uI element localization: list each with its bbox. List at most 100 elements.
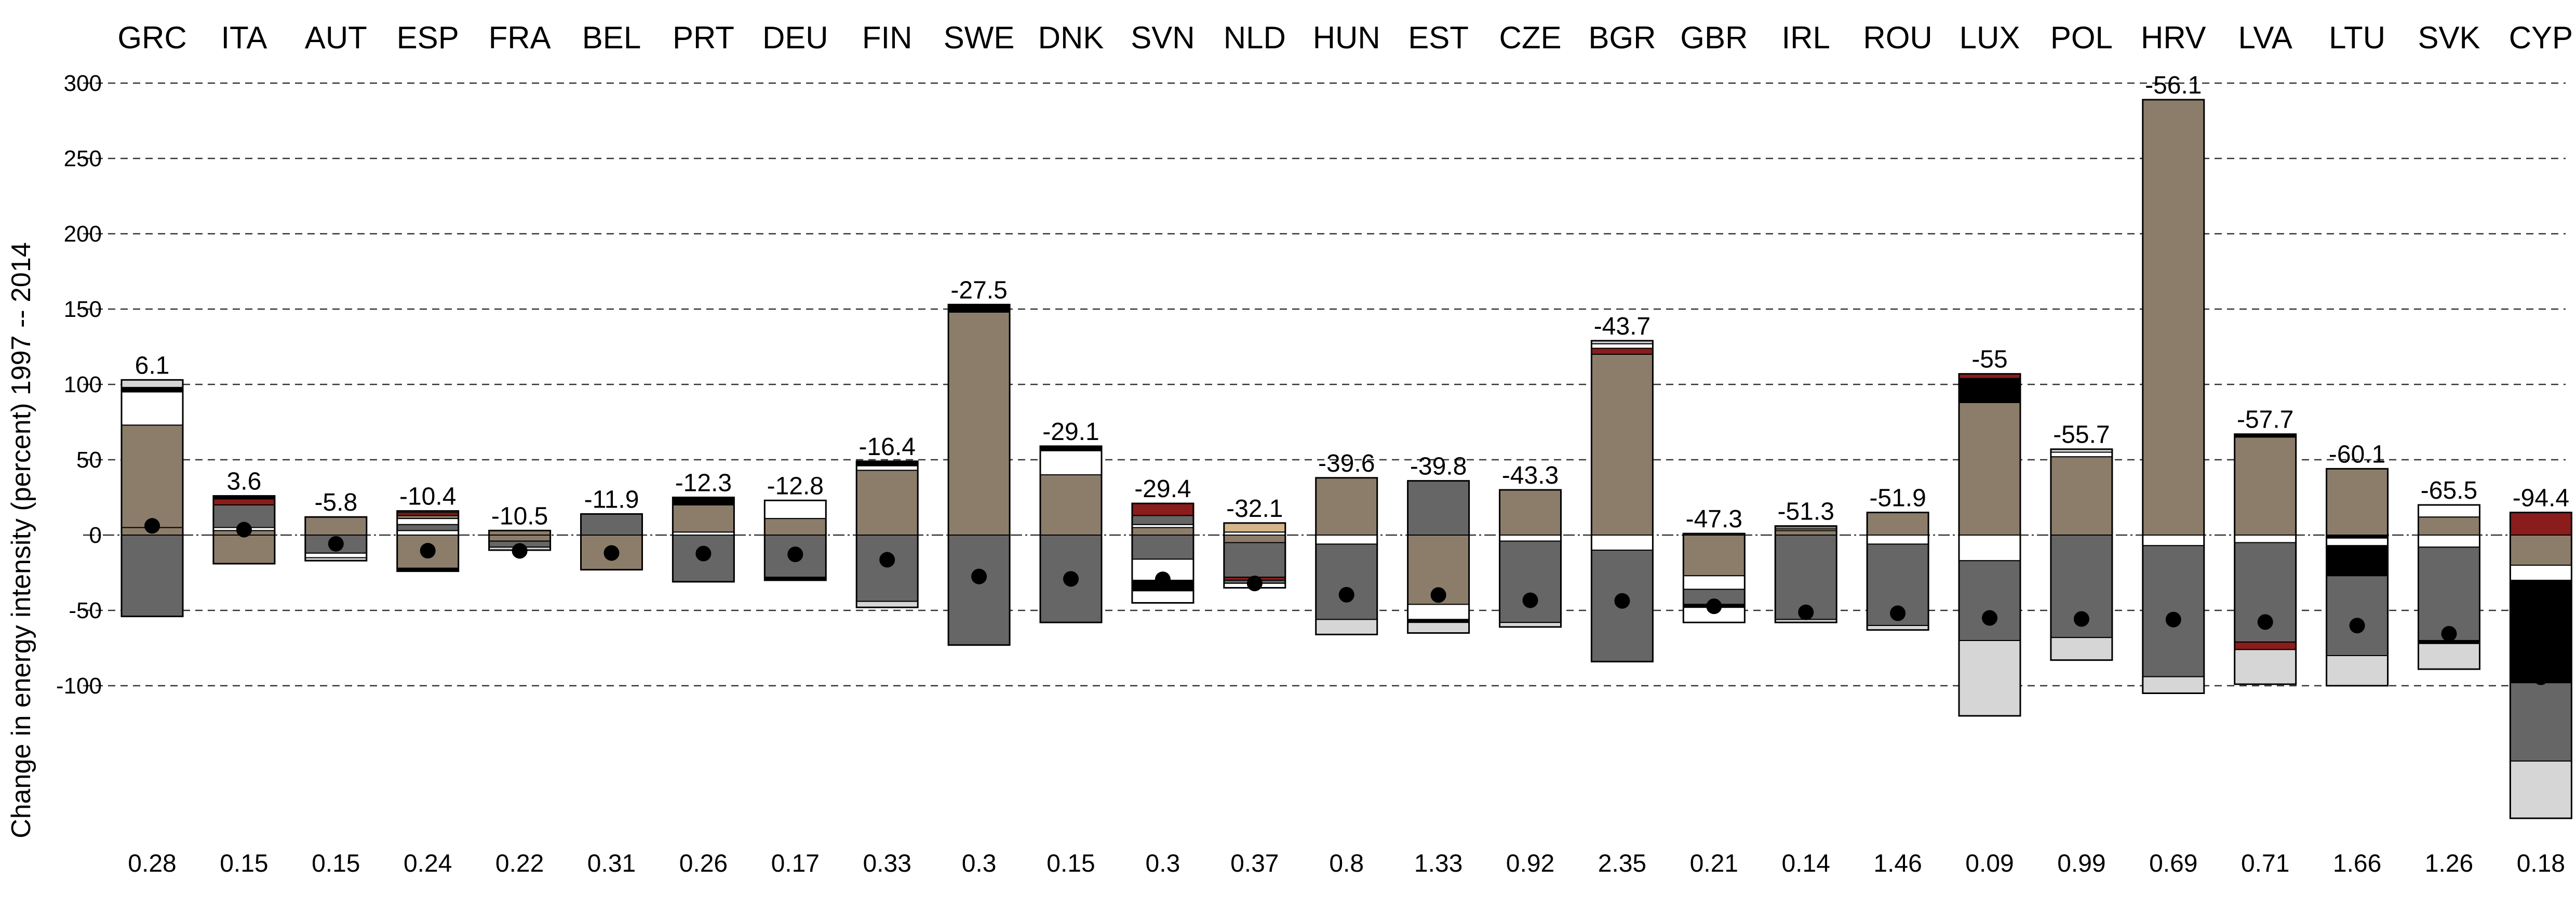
- bar-segment: [1040, 450, 1102, 475]
- bar-segment: [1591, 354, 1654, 536]
- bar-segment: [1591, 348, 1654, 355]
- bottom-value-label: 0.28: [128, 850, 176, 877]
- bar-segment: [764, 518, 827, 536]
- y-tick-label: 300: [64, 71, 102, 96]
- bar-segment: [121, 391, 183, 426]
- y-tick-label: -50: [69, 598, 102, 623]
- bar-PRT: -12.3: [672, 470, 735, 583]
- bar-outline: [304, 516, 368, 562]
- bar-EST: -39.8: [1407, 453, 1470, 634]
- total-label: -60.1: [2329, 441, 2385, 468]
- y-axis-label: Change in energy intensity (percent) 199…: [6, 242, 36, 838]
- bar-segment: [1040, 474, 1102, 536]
- bar-segment: [1223, 535, 1286, 543]
- bar-segment: [2418, 535, 2480, 548]
- category-labels: GRC 0.28 ITA 0.15 AUT 0.15 ESP 0.24 FRA 0.22 BEL 0.…: [117, 20, 2573, 877]
- bar-CYP: -94.4: [2509, 485, 2572, 819]
- bar-segment: [1223, 542, 1286, 578]
- bar-segment: [212, 498, 275, 506]
- bar-segment: [2510, 682, 2572, 762]
- bar-segment: [1591, 535, 1654, 551]
- bar-segment: [121, 535, 183, 617]
- country-label: FIN: [862, 20, 913, 55]
- bottom-value-label: 0.14: [1781, 850, 1830, 877]
- bar-segment: [2418, 516, 2480, 536]
- country-label: BGR: [1588, 20, 1656, 55]
- bar-segment: [1775, 530, 1837, 536]
- total-label: -32.1: [1226, 495, 1283, 523]
- bar-outline: [1499, 489, 1562, 628]
- bar-FIN: -16.4: [855, 433, 919, 608]
- country-label: HUN: [1313, 20, 1380, 55]
- bar-GRC: 6.1: [120, 352, 184, 618]
- total-marker: [1246, 576, 1263, 592]
- bar-DNK: -29.1: [1039, 418, 1103, 623]
- total-label: -51.3: [1777, 498, 1834, 526]
- bottom-value-label: 0.3: [1146, 850, 1180, 877]
- total-marker: [1982, 610, 1997, 626]
- bar-outline: [2418, 504, 2480, 670]
- bar-segment: [2142, 99, 2205, 536]
- bottom-value-label: 0.15: [312, 850, 360, 877]
- bar-segment: [2234, 649, 2297, 685]
- country-label: ITA: [221, 20, 267, 55]
- country-label: DEU: [762, 20, 828, 55]
- total-label: -12.3: [675, 470, 732, 497]
- bottom-value-label: 0.71: [2241, 850, 2289, 877]
- country-label: HRV: [2141, 20, 2206, 55]
- total-marker: [1614, 593, 1630, 609]
- bar-outline: [2326, 468, 2389, 687]
- country-label: LTU: [2329, 20, 2385, 55]
- bottom-value-label: 0.69: [2149, 850, 2197, 877]
- stacked-bars: 6.1 3.6 -5.8 -10.4 -10.5 -11.9 -12.3 -12.8 -16.4…: [120, 72, 2572, 819]
- total-label: -65.5: [2421, 477, 2477, 504]
- bar-segment: [1407, 604, 1470, 620]
- total-marker: [1890, 605, 1906, 621]
- bar-outline: [672, 497, 735, 583]
- bar-IRL: -51.3: [1774, 498, 1837, 623]
- bar-outline: [2234, 433, 2297, 685]
- total-label: -12.8: [767, 472, 824, 500]
- bottom-value-label: 0.21: [1690, 850, 1738, 877]
- bar-segment: [1315, 477, 1378, 536]
- bar-segment: [1315, 535, 1378, 545]
- bar-segment: [396, 524, 459, 531]
- total-label: -47.3: [1686, 505, 1742, 533]
- bar-segment: [1499, 540, 1562, 623]
- bar-BEL: -11.9: [580, 486, 643, 571]
- bar-segment: [1407, 480, 1470, 536]
- country-label: LVA: [2238, 20, 2292, 55]
- bar-HRV: -56.1: [2142, 72, 2205, 694]
- bar-segment: [1958, 402, 2021, 536]
- bar-segment: [2418, 643, 2480, 670]
- bar-segment: [1131, 535, 1194, 560]
- country-label: GRC: [117, 20, 186, 55]
- bar-segment: [2326, 575, 2389, 657]
- bar-outline: [1315, 477, 1378, 635]
- country-label: LUX: [1960, 20, 2020, 55]
- bar-outline: [763, 499, 827, 581]
- total-label: -10.4: [399, 483, 456, 511]
- bar-segment: [580, 513, 643, 536]
- bar-segment: [396, 530, 459, 536]
- bar-segment: [1958, 640, 2021, 716]
- bar-segment: [1958, 560, 2021, 642]
- total-label: -55: [1971, 346, 2007, 374]
- country-label: CYP: [2509, 20, 2573, 55]
- country-label: CZE: [1499, 20, 1562, 55]
- bottom-value-label: 0.22: [495, 850, 544, 877]
- bar-segment: [2510, 580, 2572, 684]
- bar-outline: [2509, 512, 2572, 819]
- country-label: IRL: [1782, 20, 1830, 55]
- total-label: -56.1: [2145, 72, 2202, 99]
- y-tick-label: 200: [64, 221, 102, 247]
- bar-segment: [2510, 761, 2572, 819]
- bar-segment: [1315, 543, 1378, 620]
- bar-outline: [947, 303, 1011, 646]
- bar-BGR: -43.7: [1590, 313, 1654, 663]
- total-label: -55.7: [2053, 421, 2110, 449]
- bottom-value-label: 1.33: [1414, 850, 1463, 877]
- bar-outline: [580, 513, 643, 571]
- bar-segment: [2050, 456, 2113, 536]
